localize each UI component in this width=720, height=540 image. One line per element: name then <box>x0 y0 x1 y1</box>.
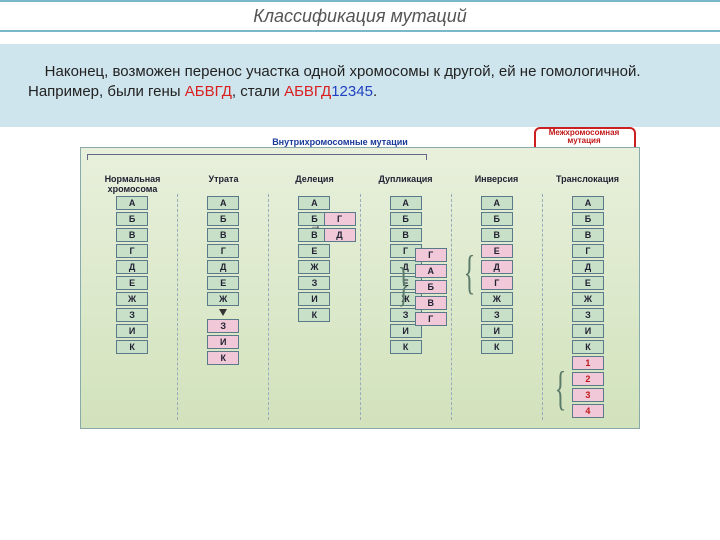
gene: З <box>481 308 513 322</box>
gene: Г <box>572 244 604 258</box>
diagram-frame: Нормальная хромосома Утрата Делеция Дупл… <box>80 147 640 429</box>
seq-before: АБВГД <box>185 83 232 100</box>
arrow-down-icon <box>219 309 227 316</box>
gene-trans: 4 <box>572 404 604 418</box>
gene: З <box>298 276 330 290</box>
gene-dup: В <box>415 296 447 310</box>
body-paragraph: Наконец, возможен перенос участка одной … <box>28 62 692 103</box>
gene-lost: И <box>207 335 239 349</box>
hdr-deletion: Делеция <box>269 160 360 194</box>
gene: Д <box>207 260 239 274</box>
gene: Б <box>390 212 422 226</box>
content-box: Наконец, возможен перенос участка одной … <box>0 44 720 127</box>
gene: З <box>116 308 148 322</box>
gene: И <box>390 324 422 338</box>
gene-dup: Г <box>415 312 447 326</box>
gene-dup: А <box>415 264 447 278</box>
gene: Б <box>207 212 239 226</box>
gene: В <box>390 228 422 242</box>
gene-dup: Г <box>415 248 447 262</box>
gene: В <box>207 228 239 242</box>
hdr-normal: Нормальная хромосома <box>87 160 178 194</box>
gene: Ж <box>481 292 513 306</box>
brace-icon: { <box>463 262 475 284</box>
gene: Б <box>572 212 604 226</box>
deletion-removed: Г Д <box>324 212 356 242</box>
gene: К <box>572 340 604 354</box>
gene: И <box>116 324 148 338</box>
brace-icon: { <box>555 378 567 400</box>
hdr-translocation: Транслокация <box>542 160 633 194</box>
gene: Б <box>116 212 148 226</box>
gene: Ж <box>207 292 239 306</box>
col-deletion: А Б В Е Ж З И К Г Д → <box>268 194 359 420</box>
gene: К <box>298 308 330 322</box>
gene: В <box>481 228 513 242</box>
gene: В <box>572 228 604 242</box>
gene: К <box>116 340 148 354</box>
gene: Д <box>116 260 148 274</box>
title-bar: Классификация мутаций <box>0 0 720 32</box>
gene: А <box>207 196 239 210</box>
col-normal: А Б В Г Д Е Ж З И К <box>87 194 177 420</box>
text-frag-2: , стали <box>232 83 284 100</box>
col-translocation: А Б В Г Д Е Ж З И К 1 2 3 4 { <box>542 194 633 420</box>
gene: Д <box>572 260 604 274</box>
gene: А <box>116 196 148 210</box>
arrow-right-icon: → <box>310 218 322 232</box>
hdr-utrata: Утрата <box>178 160 269 194</box>
gene-trans: 2 <box>572 372 604 386</box>
gene: К <box>390 340 422 354</box>
seq-after-a: АБВГД <box>284 83 331 100</box>
gene-dup: Б <box>415 280 447 294</box>
gene: И <box>298 292 330 306</box>
group-intra-label: Внутрихромосомные мутации <box>170 137 510 147</box>
gene: Е <box>207 276 239 290</box>
text-frag-3: . <box>373 83 377 100</box>
dup-extra: Г А Б В Г <box>415 248 447 326</box>
gene: Е <box>572 276 604 290</box>
gene-inv: Е <box>481 244 513 258</box>
gene: Ж <box>572 292 604 306</box>
gene: З <box>572 308 604 322</box>
gene: А <box>298 196 330 210</box>
gene: Г <box>207 244 239 258</box>
gene-removed: Г <box>324 212 356 226</box>
gene-lost: З <box>207 319 239 333</box>
gene-lost: К <box>207 351 239 365</box>
gene-inv: Д <box>481 260 513 274</box>
gene: А <box>572 196 604 210</box>
diagram: Внутрихромосомные мутации Межхромосомная… <box>80 147 640 429</box>
col-utrata: А Б В Г Д Е Ж З И К <box>177 194 268 420</box>
gene: К <box>481 340 513 354</box>
gene-trans: 3 <box>572 388 604 402</box>
gene-trans: 1 <box>572 356 604 370</box>
gene: А <box>390 196 422 210</box>
gene: Б <box>481 212 513 226</box>
gene-inv: Г <box>481 276 513 290</box>
gene: А <box>481 196 513 210</box>
seq-after-b: 12345 <box>331 83 373 100</box>
gene: И <box>572 324 604 338</box>
gene: Ж <box>298 260 330 274</box>
hdr-inversion: Инверсия <box>451 160 542 194</box>
header-row: Нормальная хромосома Утрата Делеция Дупл… <box>87 160 633 194</box>
gene: Ж <box>116 292 148 306</box>
page-title: Классификация мутаций <box>253 6 467 27</box>
gene: В <box>116 228 148 242</box>
col-inversion: А Б В Е Д Г Ж З И К { <box>451 194 542 420</box>
gene: И <box>481 324 513 338</box>
hdr-duplication: Дупликация <box>360 160 451 194</box>
gene: Е <box>298 244 330 258</box>
col-duplication: А Б В Г Д Е Ж З И К Г А Б В Г } <box>360 194 451 420</box>
brace-icon: } <box>397 274 409 296</box>
gene: Е <box>116 276 148 290</box>
columns: А Б В Г Д Е Ж З И К А Б В Г Д Е Ж З <box>87 194 633 420</box>
gene: Г <box>116 244 148 258</box>
gene-removed: Д <box>324 228 356 242</box>
